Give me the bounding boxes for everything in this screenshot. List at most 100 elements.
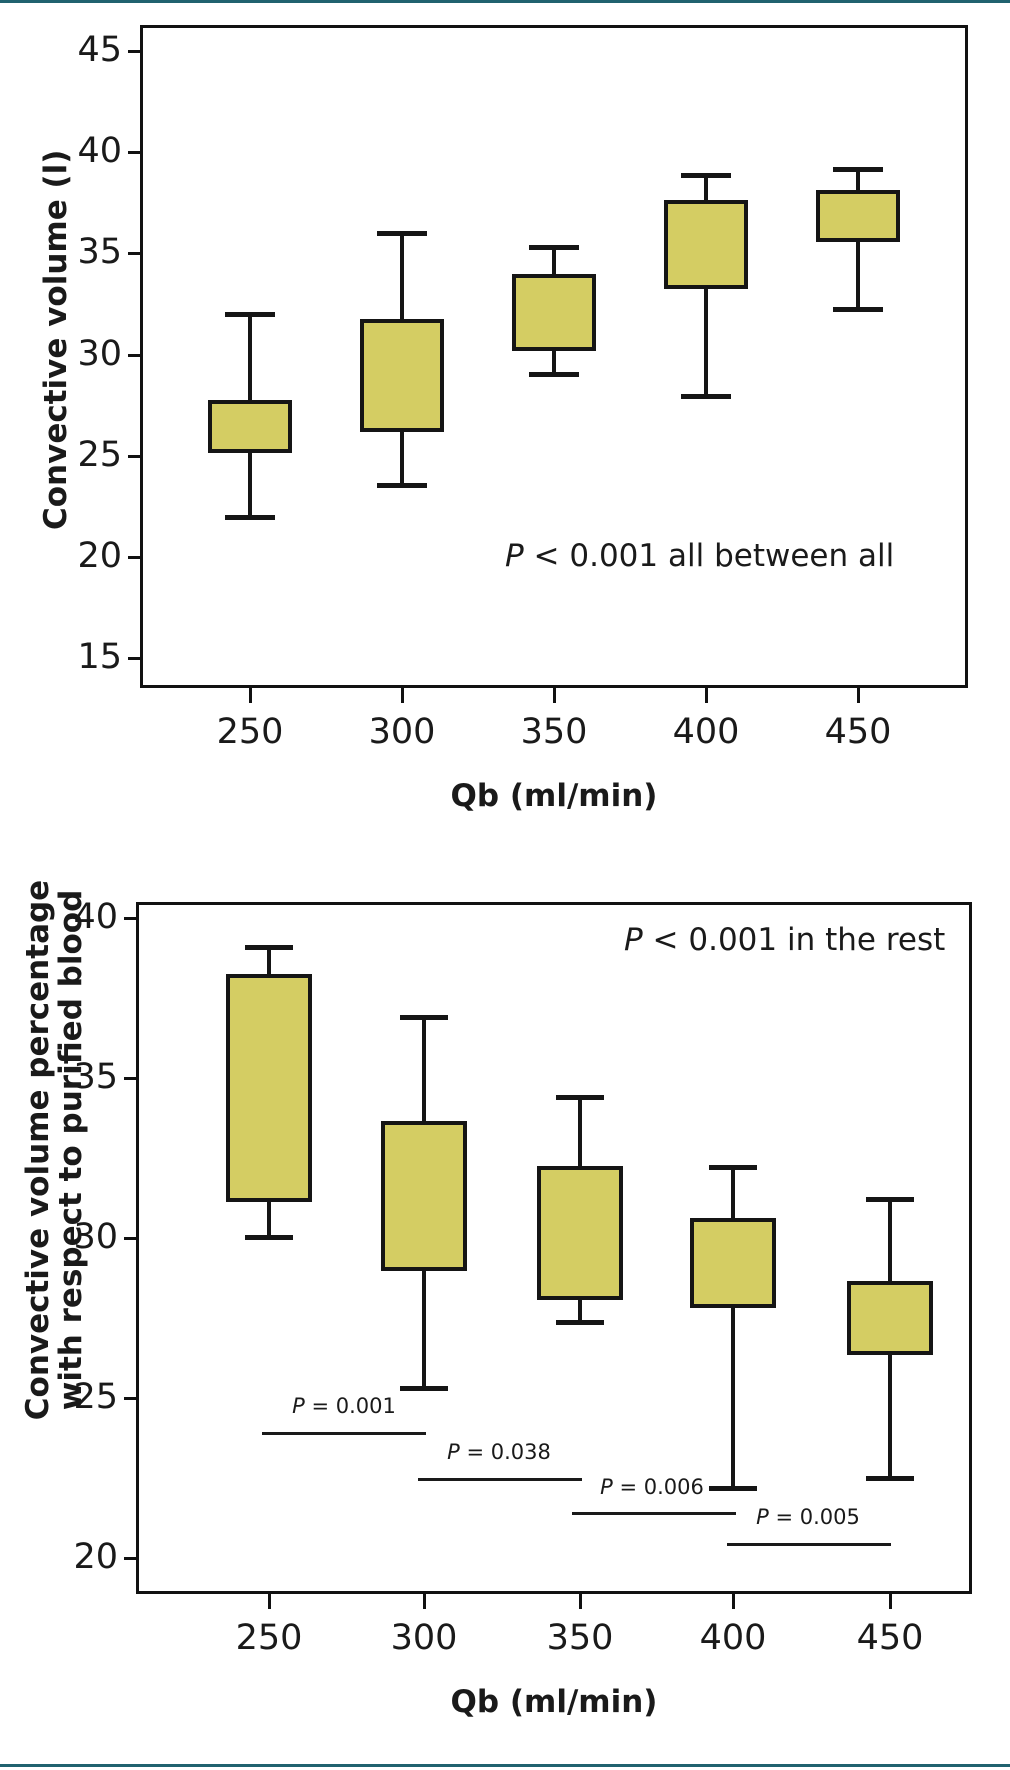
panel-a-ytick-label-25: 25 — [77, 435, 122, 475]
panel-b-sig-label-2-italic: P — [447, 1440, 460, 1464]
panel-a-whisker-cap-lower-400 — [681, 394, 731, 399]
panel-a-xtick-label-400: 400 — [672, 712, 740, 752]
panel-b-xtick-300 — [423, 1594, 426, 1609]
panel-b-whisker-cap-lower-450 — [866, 1476, 914, 1481]
panel-a-whisker-cap-lower-300 — [377, 483, 427, 488]
panel-b-whisker-cap-lower-350 — [556, 1320, 604, 1325]
panel-b-ytick-label-40: 40 — [73, 897, 118, 937]
panel-b-ytick-40 — [124, 917, 137, 920]
panel-b-whisker-400 — [731, 1166, 735, 1488]
panel-b-sig-label-1-text: = 0.001 — [304, 1394, 396, 1418]
panel-a-xtick-label-300: 300 — [368, 712, 436, 752]
panel-b-xtick-label-400: 400 — [699, 1618, 767, 1658]
panel-a-xtick-label-350: 350 — [520, 712, 588, 752]
panel-a-whisker-cap-lower-350 — [529, 372, 579, 377]
panel-b-whisker-cap-upper-400 — [709, 1165, 757, 1170]
panel-b-ytick-label-35: 35 — [73, 1057, 118, 1097]
panel-a-xtick-350 — [553, 688, 556, 703]
panel-b-sig-bar-1 — [262, 1432, 426, 1435]
panel-a-ytick-45 — [128, 50, 141, 53]
panel-a-xtick-450 — [857, 688, 860, 703]
panel-b-xtick-label-350: 350 — [546, 1618, 614, 1658]
panel-b-ytick-label-30: 30 — [73, 1217, 118, 1257]
panel-b-whisker-cap-lower-250 — [245, 1235, 293, 1240]
panel-a-p-note-text: < 0.001 all between all — [523, 538, 895, 574]
panel-a-ytick-35 — [128, 252, 141, 255]
panel-a-ytick-40 — [128, 151, 141, 154]
panel-a-whisker-cap-lower-250 — [225, 515, 275, 520]
panel-a: 45 40 35 30 25 20 15 — [0, 0, 1010, 752]
panel-b-xtick-label-300: 300 — [390, 1618, 458, 1658]
panel-a-whisker-cap-upper-450 — [833, 167, 883, 172]
panel-a-whisker-cap-lower-450 — [833, 307, 883, 312]
panel-b-whisker-cap-upper-450 — [866, 1197, 914, 1202]
panel-a-whisker-cap-upper-350 — [529, 245, 579, 250]
panel-a-ytick-30 — [128, 354, 141, 357]
panel-b-xtick-400 — [732, 1594, 735, 1609]
panel-a-ytick-label-15: 15 — [77, 637, 122, 677]
panel-b-whisker-cap-lower-300 — [400, 1386, 448, 1391]
panel-a-box-350 — [512, 274, 596, 351]
panel-b-sig-label-3: P = 0.006 — [600, 1475, 704, 1499]
panel-b-box-250 — [226, 974, 312, 1202]
panel-a-whisker-cap-upper-250 — [225, 312, 275, 317]
panel-a-xtick-400 — [705, 688, 708, 703]
panel-b-box-400 — [690, 1218, 776, 1308]
panel-a-box-250 — [208, 400, 292, 453]
panel-b-xtick-350 — [579, 1594, 582, 1609]
panel-b-whisker-cap-upper-250 — [245, 945, 293, 950]
panel-a-ytick-label-30: 30 — [77, 334, 122, 374]
panel-b-ytick-label-20: 20 — [73, 1537, 118, 1577]
panel-b-sig-label-2-text: = 0.038 — [459, 1440, 551, 1464]
panel-a-xtick-300 — [401, 688, 404, 703]
panel-b-sig-bar-2 — [418, 1478, 582, 1481]
panel-b-xtick-label-450: 450 — [856, 1618, 924, 1658]
panel-b-p-note-text: < 0.001 in the rest — [642, 922, 946, 958]
panel-a-ytick-20 — [128, 556, 141, 559]
panel-b-sig-label-3-text: = 0.006 — [612, 1475, 704, 1499]
panel-b-p-note: P < 0.001 in the rest — [624, 922, 945, 958]
panel-a-box-300 — [360, 319, 444, 432]
panel-b-yaxis-title: Convective volume percentage with respec… — [20, 879, 90, 1421]
panel-b-sig-label-1: P = 0.001 — [292, 1394, 396, 1418]
panel-b-p-note-italic: P — [624, 922, 643, 958]
panel-b-whisker-cap-upper-300 — [400, 1015, 448, 1020]
panel-b-ytick-20 — [124, 1557, 137, 1560]
panel-b-ytick-35 — [124, 1077, 137, 1080]
panel-a-ytick-label-40: 40 — [77, 131, 122, 171]
panel-a-ytick-label-35: 35 — [77, 232, 122, 272]
panel-b-sig-bar-4 — [727, 1543, 891, 1546]
panel-b-xtick-label-250: 250 — [235, 1618, 303, 1658]
top-accent-rule — [0, 0, 1010, 3]
panel-b-sig-label-4-text: = 0.005 — [768, 1505, 860, 1529]
panel-a-xtick-250 — [249, 688, 252, 703]
panel-a-ytick-15 — [128, 657, 141, 660]
panel-b-whisker-cap-upper-350 — [556, 1095, 604, 1100]
panel-b-ytick-label-25: 25 — [73, 1377, 118, 1417]
panel-a-xaxis-title: Qb (ml/min) — [450, 778, 658, 814]
panel-a-ytick-label-45: 45 — [77, 30, 122, 70]
panel-b-sig-label-4: P = 0.005 — [756, 1505, 860, 1529]
panel-b-box-450 — [847, 1281, 933, 1355]
panel-a-ytick-label-20: 20 — [77, 536, 122, 576]
panel-b-sig-label-4-italic: P — [756, 1505, 769, 1529]
panel-a-p-note: P < 0.001 all between all — [505, 538, 894, 574]
panel-a-box-400 — [664, 200, 748, 289]
panel-b-xtick-450 — [889, 1594, 892, 1609]
panel-b-box-350 — [537, 1166, 623, 1300]
panel-a-whisker-cap-upper-300 — [377, 231, 427, 236]
panel-a-xtick-label-450: 450 — [824, 712, 892, 752]
panel-b-sig-bar-3 — [572, 1512, 736, 1515]
panel-b-sig-label-3-italic: P — [600, 1475, 613, 1499]
bottom-accent-rule — [0, 1764, 1010, 1767]
panel-a-xtick-label-250: 250 — [216, 712, 284, 752]
panel-b-sig-label-1-italic: P — [292, 1394, 305, 1418]
panel-b-ytick-25 — [124, 1397, 137, 1400]
panel-b-whisker-cap-lower-400 — [709, 1486, 757, 1491]
panel-b-sig-label-2: P = 0.038 — [447, 1440, 551, 1464]
panel-b-ytick-30 — [124, 1237, 137, 1240]
panel-a-p-note-italic: P — [505, 538, 524, 574]
panel-a-box-450 — [816, 190, 900, 242]
